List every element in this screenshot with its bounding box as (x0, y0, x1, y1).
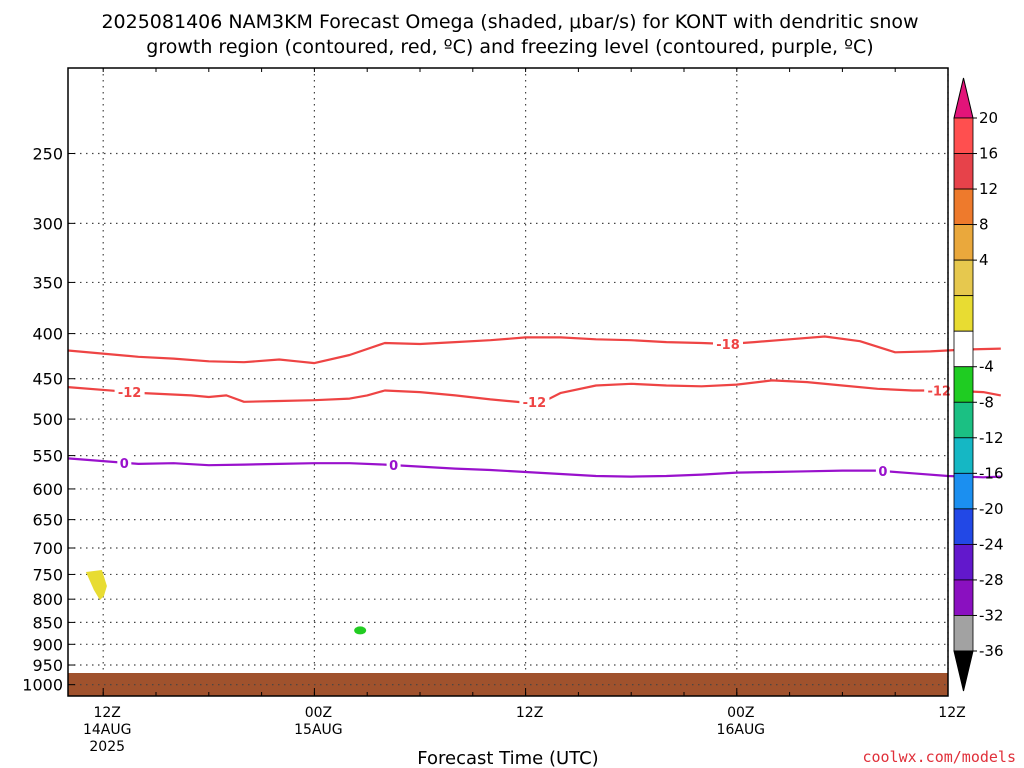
contour-label-bg (713, 335, 743, 352)
colorbar-swatch (953, 153, 974, 190)
contour-label-bg (117, 454, 132, 471)
y-tick-label: 850 (32, 613, 63, 632)
x-tick-label: 00Z (305, 705, 332, 721)
contour-label: 0 (878, 465, 887, 480)
contour-label: -12 (118, 386, 142, 401)
credit-link[interactable]: coolwx.com/models (862, 748, 1016, 766)
x-tick-label: 14AUG (83, 722, 132, 738)
x-tick-label: 16AUG (717, 722, 766, 738)
x-axis-label: Forecast Time (UTC) (417, 748, 598, 768)
chart-title-line-2: growth region (contoured, red, ºC) and f… (146, 36, 873, 58)
y-tick-label: 700 (32, 539, 63, 558)
x-tick-label: 00Z (727, 705, 754, 721)
y-tick-label: 250 (32, 144, 63, 163)
contour-line-0 (67, 335, 1001, 365)
contour-label: -12 (523, 396, 547, 411)
colorbar-swatch (953, 472, 974, 510)
plot-area: 2503003504004505005506006507007508008509… (22, 67, 1002, 755)
colorbar-label: -8 (979, 393, 994, 411)
y-tick-label: 1000 (22, 676, 63, 695)
x-tick-label: 12Z (938, 705, 965, 721)
contour-label: -18 (716, 338, 740, 353)
colorbar-label: 4 (979, 251, 989, 269)
colorbar-label: 20 (979, 109, 998, 127)
y-tick-label: 400 (32, 325, 63, 344)
colorbar-bottom-arrow (953, 650, 974, 692)
colorbar-label: 12 (979, 180, 998, 198)
colorbar-label: 16 (979, 145, 998, 163)
plot-frame (67, 67, 949, 697)
contour-label-bg (519, 394, 550, 411)
colorbar-label: -4 (979, 358, 994, 376)
contour-label-bg (386, 457, 401, 474)
colorbar-label: -28 (979, 571, 1004, 589)
x-tick-label: 15AUG (294, 722, 343, 738)
colorbar-swatch (953, 330, 974, 368)
colorbar-label: -32 (979, 606, 1004, 624)
colorbar-swatch (953, 188, 974, 225)
contour-label-bg (924, 382, 955, 399)
contour-line-2 (67, 457, 1001, 479)
x-tick-label: 2025 (89, 739, 125, 755)
colorbar-swatch (953, 579, 974, 616)
contour-label: -12 (927, 384, 951, 399)
colorbar-top-arrow (953, 77, 974, 119)
colorbar-swatch (953, 117, 974, 154)
colorbar: 20 16 12 8 4 -4 -8 -12 -16 -20 -24 -28 -32 -36 (953, 77, 1004, 692)
contour-label-bg (114, 384, 145, 401)
y-tick-label: 350 (32, 273, 63, 292)
contour-label: 0 (120, 457, 129, 472)
y-tick-label: 450 (32, 370, 63, 389)
y-tick-label: 750 (32, 565, 63, 584)
contour-label-bg (875, 463, 890, 480)
y-tick-label: 800 (32, 590, 63, 609)
ground-fill (68, 673, 948, 696)
y-tick-label: 950 (32, 656, 63, 675)
y-tick-label: 300 (32, 214, 63, 233)
colorbar-swatch (953, 366, 974, 403)
colorbar-label: 8 (979, 216, 989, 234)
y-tick-label: 550 (32, 447, 63, 466)
colorbar-label: -36 (979, 642, 1004, 660)
contour-label: 0 (389, 459, 398, 474)
x-tick-label: 12Z (516, 705, 543, 721)
colorbar-label: -24 (979, 535, 1004, 553)
omega-blob-positive (85, 570, 107, 601)
y-tick-label: 650 (32, 511, 63, 530)
omega-blob-negative (354, 626, 367, 635)
colorbar-swatch (953, 508, 974, 545)
chart-title-line-1: 2025081406 NAM3KM Forecast Omega (shaded… (101, 11, 918, 33)
colorbar-swatch (953, 295, 974, 332)
colorbar-swatch (953, 224, 974, 261)
colorbar-swatch (953, 401, 974, 439)
y-tick-label: 900 (32, 635, 63, 654)
y-tick-label: 600 (32, 480, 63, 499)
colorbar-label: -16 (979, 464, 1004, 482)
colorbar-swatch (953, 259, 974, 297)
colorbar-swatch (953, 437, 974, 474)
x-tick-label: 12Z (93, 705, 120, 721)
colorbar-swatch (953, 544, 974, 581)
colorbar-label: -12 (979, 429, 1004, 447)
colorbar-label: -20 (979, 500, 1004, 518)
y-tick-label: 500 (32, 410, 63, 429)
colorbar-swatch (953, 615, 974, 652)
